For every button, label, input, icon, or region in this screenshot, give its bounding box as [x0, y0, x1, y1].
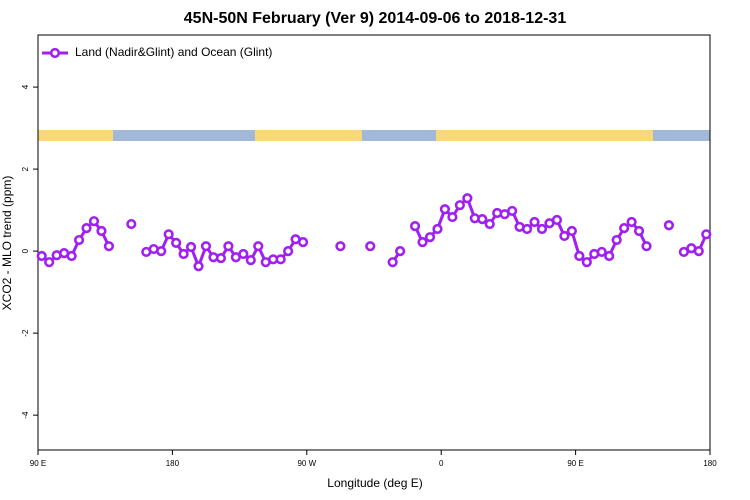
data-point — [36, 250, 47, 262]
chart-title: 45N-50N February (Ver 9) 2014-09-06 to 2… — [184, 10, 567, 27]
data-point — [611, 234, 622, 246]
data-point — [73, 234, 85, 246]
data-point — [551, 214, 563, 226]
data-point — [581, 257, 592, 268]
data-point — [559, 230, 570, 242]
legend-marker — [49, 47, 61, 59]
ocean — [362, 130, 436, 141]
data-point — [66, 250, 77, 262]
data-point — [641, 241, 652, 252]
data-point — [409, 220, 421, 232]
land — [255, 130, 362, 141]
data-point — [693, 246, 704, 257]
data-point — [171, 237, 182, 249]
data-point — [529, 216, 540, 228]
land — [436, 130, 653, 141]
data-point — [44, 257, 55, 268]
data-point — [253, 241, 264, 252]
y-axis-label: XCO2 - MLO trend (ppm) — [0, 176, 14, 311]
data-point — [395, 246, 406, 257]
legend-label: Land (Nadir&Glint) and Ocean (Glint) — [75, 45, 272, 59]
x-tick-label: 180 — [703, 459, 717, 468]
data-point — [462, 193, 473, 204]
data-point — [447, 211, 458, 223]
land — [38, 130, 113, 141]
data-point — [604, 250, 615, 262]
ocean — [113, 130, 255, 141]
data-point — [193, 261, 204, 272]
data-point — [633, 225, 645, 237]
data-point — [126, 218, 137, 230]
data-point — [215, 252, 227, 264]
data-point — [477, 214, 488, 225]
data-point — [96, 225, 107, 237]
data-point — [335, 241, 346, 252]
data-point — [432, 223, 443, 235]
x-axis-label: Longitude (deg E) — [327, 476, 422, 490]
data-point — [297, 236, 309, 248]
data-point — [626, 216, 637, 228]
data-point — [365, 241, 376, 252]
data-point — [200, 241, 212, 252]
data-point — [521, 223, 533, 235]
data-point — [156, 246, 167, 257]
ocean — [653, 130, 710, 141]
data-point — [678, 246, 689, 258]
data-point — [536, 223, 548, 235]
data-point — [439, 204, 451, 215]
data-point — [245, 255, 256, 266]
data-point — [275, 254, 286, 265]
data-point — [663, 220, 675, 231]
data-point — [619, 223, 630, 234]
data-point — [596, 246, 607, 258]
data-point — [185, 241, 197, 253]
data-point — [387, 257, 398, 268]
data-point — [88, 216, 100, 227]
x-tick-label: 90 W — [297, 459, 316, 468]
data-point — [454, 200, 465, 211]
y-tick-label: -4 — [21, 411, 30, 419]
data-point — [701, 229, 712, 240]
data-point — [223, 241, 234, 252]
data-point — [417, 236, 428, 248]
x-tick-label: 90 E — [30, 459, 46, 468]
data-point — [103, 241, 115, 252]
x-tick-label: 180 — [166, 459, 180, 468]
data-point — [163, 229, 174, 240]
y-tick-label: 4 — [21, 84, 30, 89]
data-point — [238, 248, 249, 260]
x-tick-label: 0 — [439, 459, 444, 468]
x-tick-label: 90 E — [567, 459, 583, 468]
data-point — [178, 248, 189, 260]
data-point — [424, 232, 436, 243]
y-tick-label: 0 — [21, 248, 30, 253]
data-point — [566, 225, 577, 237]
y-tick-label: 2 — [21, 166, 30, 171]
data-point — [484, 218, 495, 230]
land-ocean-strip — [38, 130, 710, 141]
data-point — [81, 223, 92, 234]
data-point — [507, 205, 518, 217]
data-point — [574, 250, 585, 262]
series-line — [40, 196, 708, 268]
data-point — [283, 246, 294, 257]
y-tick-label: -2 — [21, 329, 30, 337]
plot-frame — [37, 34, 711, 451]
